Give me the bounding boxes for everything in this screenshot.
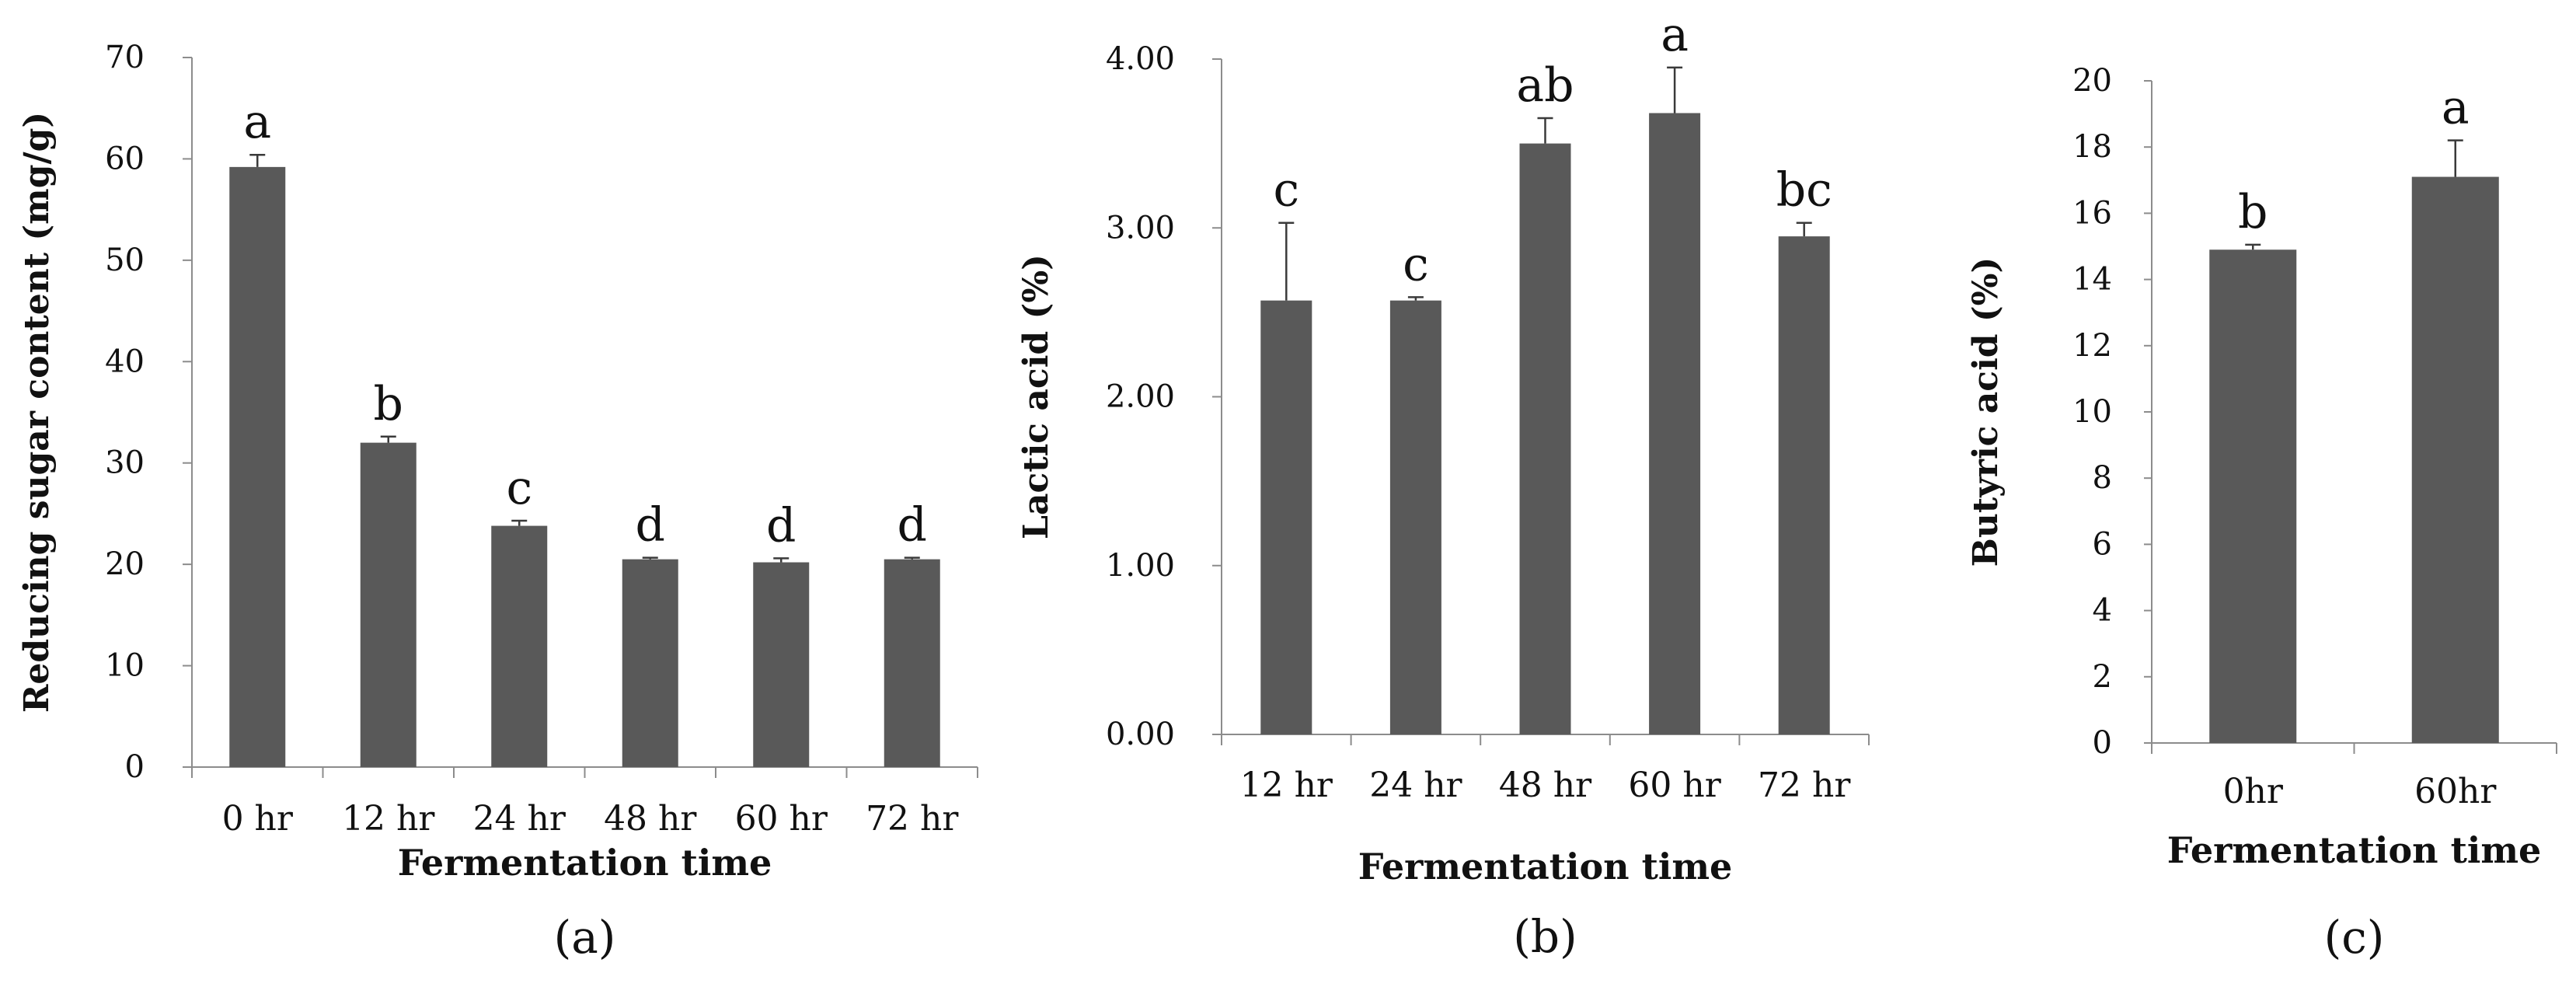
panel-b-y-tick-label: 4.00 bbox=[1106, 41, 1175, 77]
panel-b-bar bbox=[1389, 300, 1441, 735]
panel-b-significance-label: c bbox=[1403, 237, 1429, 291]
panel-a-significance-label: d bbox=[766, 498, 796, 553]
panel-a-y-tick-label: 50 bbox=[105, 242, 145, 278]
panel-c-panel-label: (c) bbox=[2324, 911, 2385, 964]
panel-a-significance-label: a bbox=[243, 95, 271, 149]
panel-c-y-tick-label: 2 bbox=[2093, 659, 2112, 695]
panel-c-x-axis-title: Fermentation time bbox=[2167, 829, 2542, 871]
panel-b-significance-label: ab bbox=[1516, 58, 1574, 113]
panel-a-category-label: 24 hr bbox=[473, 799, 566, 839]
panel-a-y-tick-label: 20 bbox=[105, 546, 145, 582]
panel-c-y-axis-title: Butyric acid (%) bbox=[1966, 257, 2006, 567]
panel-b-category-label: 24 hr bbox=[1369, 766, 1462, 805]
panel-b-panel-label: (b) bbox=[1513, 910, 1577, 963]
panel-c-y-tick-label: 14 bbox=[2072, 262, 2112, 298]
panel-a-bar bbox=[622, 559, 678, 767]
panel-a-y-tick-label: 70 bbox=[105, 40, 145, 75]
panel-b-x-axis-title: Fermentation time bbox=[1358, 846, 1733, 888]
panel-c-y-tick-label: 4 bbox=[2093, 593, 2112, 629]
panel-c-bar bbox=[2411, 176, 2499, 744]
panel-b-category-label: 12 hr bbox=[1240, 766, 1333, 805]
panel-b-significance-label: a bbox=[1661, 8, 1689, 62]
panel-a-bar bbox=[491, 525, 548, 767]
panel-c-y-tick-label: 0 bbox=[2093, 725, 2112, 761]
panel-b-y-tick-label: 0.00 bbox=[1106, 717, 1175, 752]
panel-a-significance-label: d bbox=[898, 498, 927, 553]
panel-a-y-tick-label: 0 bbox=[125, 749, 145, 785]
panel-a-bar bbox=[229, 166, 286, 767]
panel-a-y-axis-title: Reducing sugar content (mg/g) bbox=[17, 112, 57, 713]
panel-a-category-label: 48 hr bbox=[604, 799, 697, 839]
panel-c-y-tick-label: 18 bbox=[2072, 129, 2112, 165]
panel-b-bar bbox=[1260, 300, 1312, 735]
panel-a-category-label: 0 hr bbox=[222, 799, 294, 839]
panel-a-y-tick-label: 60 bbox=[105, 141, 145, 176]
panel-a-significance-label: d bbox=[636, 498, 665, 553]
panel-b-y-axis-title: Lactic acid (%) bbox=[1016, 254, 1056, 539]
panel-b-bar bbox=[1649, 113, 1701, 734]
panel-c-category-label: 60hr bbox=[2414, 772, 2497, 811]
panel-c-y-tick-label: 8 bbox=[2093, 460, 2112, 496]
panel-a-category-label: 12 hr bbox=[342, 799, 435, 839]
panel-c-category-label: 0hr bbox=[2223, 772, 2284, 811]
panel-a-panel-label: (a) bbox=[554, 911, 616, 964]
panel-a-category-label: 72 hr bbox=[866, 799, 959, 839]
panel-b-bar bbox=[1519, 143, 1571, 734]
panel-c-y-tick-label: 16 bbox=[2072, 195, 2112, 231]
panel-a-y-tick-label: 40 bbox=[105, 344, 145, 379]
panel-a-x-axis-title: Fermentation time bbox=[398, 842, 772, 884]
panel-a-category-label: 60 hr bbox=[735, 799, 828, 839]
panel-b-y-tick-label: 1.00 bbox=[1106, 548, 1175, 584]
panel-b-significance-label: c bbox=[1273, 163, 1299, 218]
panel-c-y-tick-label: 6 bbox=[2093, 526, 2112, 562]
panel-b-y-tick-label: 2.00 bbox=[1106, 379, 1175, 415]
panel-a-y-tick-label: 30 bbox=[105, 445, 145, 481]
panel-b-bar bbox=[1778, 236, 1830, 734]
panel-c-y-tick-label: 12 bbox=[2072, 328, 2112, 364]
panel-b-significance-label: bc bbox=[1776, 163, 1832, 218]
panel-a-significance-label: c bbox=[506, 461, 532, 515]
panel-c-significance-label: a bbox=[2442, 81, 2470, 135]
panel-b-category-label: 72 hr bbox=[1758, 766, 1851, 805]
panel-c-y-tick-label: 10 bbox=[2072, 394, 2112, 430]
panel-a-y-tick-label: 10 bbox=[105, 648, 145, 684]
panel-b-category-label: 60 hr bbox=[1628, 766, 1721, 805]
panel-b-category-label: 48 hr bbox=[1499, 766, 1592, 805]
panel-c-significance-label: b bbox=[2238, 185, 2268, 239]
panel-a-bar bbox=[884, 559, 940, 767]
panel-a-bar bbox=[753, 562, 810, 767]
panel-c-bar bbox=[2209, 249, 2297, 743]
panel-a-bar bbox=[360, 442, 417, 767]
panel-a-significance-label: b bbox=[374, 377, 403, 431]
panel-b-y-tick-label: 3.00 bbox=[1106, 210, 1175, 246]
panel-c-y-tick-label: 20 bbox=[2072, 63, 2112, 99]
